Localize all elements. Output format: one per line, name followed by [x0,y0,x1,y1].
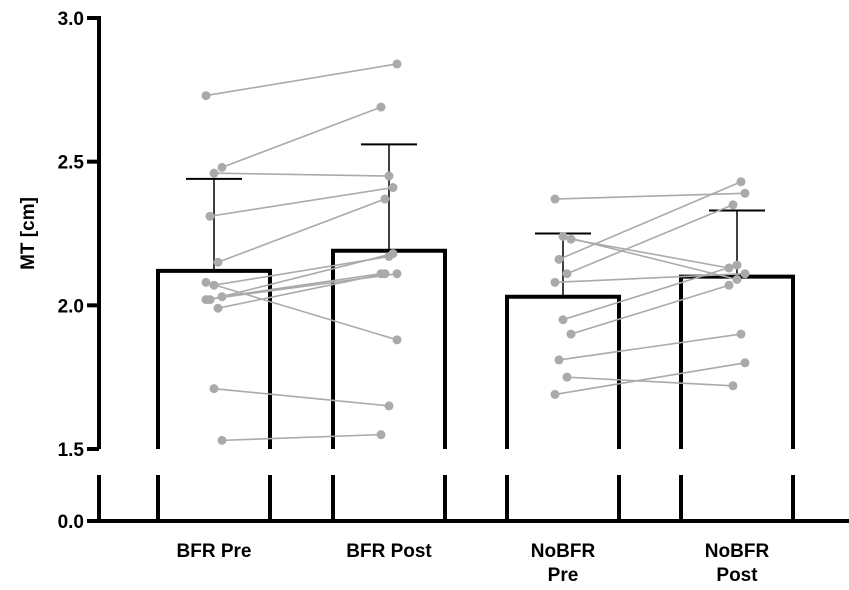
individual-point [392,59,402,69]
individual-point [566,234,576,244]
individual-point [550,194,560,204]
individual-line [562,264,738,321]
y-axis-title: MT [cm] [18,197,39,270]
individual-point [392,335,402,345]
individual-point [384,401,394,411]
individual-point [550,277,560,287]
individual-point [728,381,738,391]
individual-line [554,192,746,200]
individual-point [376,102,386,112]
individual-point [736,329,746,339]
y-tick-label: 2.5 [58,153,85,174]
individual-point [558,315,568,325]
individual-line [209,186,394,218]
x-category-label: NoBFR [705,541,770,562]
individual-line [217,198,386,263]
individual-point [376,430,386,440]
labels: BFR Pre BFR Post NoBFR Pre NoBFR Post [177,541,770,586]
individual-line [205,272,398,301]
individual-point [217,292,227,302]
x-category-label: BFR Pre [177,541,252,562]
individual-point [562,269,572,279]
individual-points [201,59,750,445]
y-tick-label: 1.5 [58,440,85,461]
individual-point [562,372,572,382]
individual-point [209,384,219,394]
individual-point [388,249,398,259]
x-category-label: NoBFR [531,541,596,562]
x-category-label: Pre [548,565,579,586]
individual-point [740,358,750,368]
individual-point [550,389,560,399]
individual-point [213,303,223,313]
individual-point [558,231,568,241]
x-category-label: BFR Post [346,541,432,562]
individual-line [558,181,742,261]
individual-point [740,188,750,198]
individual-point [384,171,394,181]
individual-point [554,254,564,264]
individual-line [570,284,730,335]
error-bars [186,143,765,297]
individual-point [732,260,742,270]
individual-line [221,106,382,169]
individual-line [570,238,730,269]
y-tick-label: 3.0 [58,9,84,30]
individual-point [740,269,750,279]
individual-point [380,194,390,204]
individual-line [221,272,382,298]
individual-line [213,387,390,407]
individual-point [392,269,402,279]
individual-point [213,257,223,267]
individual-line [554,362,746,396]
individual-point [566,329,576,339]
individual-point [724,263,734,273]
individual-line [213,172,390,177]
individual-line [566,204,734,275]
individual-point [732,274,742,284]
individual-line [554,272,746,284]
individual-point [209,168,219,178]
individual-point [205,211,215,221]
individual-point [201,295,211,305]
individual-point [724,280,734,290]
individual-point [209,280,219,290]
individual-point [217,435,227,445]
individual-point [217,162,227,172]
individual-point [201,91,211,101]
individual-lines [205,63,746,442]
bars [156,248,795,521]
y-tick-label: 0.0 [58,512,84,533]
individual-line [566,376,734,387]
y-tick-label: 2.0 [58,296,84,317]
individual-line [221,433,382,442]
individual-line [205,63,398,97]
individual-line [558,333,742,361]
individual-point [388,183,398,193]
individual-point [380,269,390,279]
individual-point [201,277,211,287]
individual-line [209,252,394,301]
x-category-label: Post [716,565,758,586]
individual-point [554,355,564,365]
individual-point [736,177,746,187]
individual-point [728,200,738,210]
bar-upper [679,274,795,449]
axes: 3.0 2.5 2.0 1.5 0.0 MT [cm] [18,9,849,533]
